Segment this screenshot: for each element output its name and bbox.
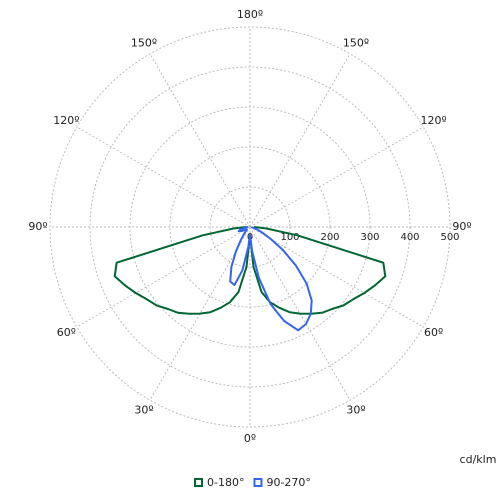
- angle-tick-label: 120º: [421, 114, 447, 127]
- angle-tick-label: 30º: [134, 404, 153, 417]
- angle-tick-label: 60º: [57, 326, 76, 339]
- legend-swatch: [253, 478, 263, 487]
- r-tick-label: 500: [440, 232, 459, 243]
- r-tick-label: 300: [360, 232, 379, 243]
- series-line: [229, 226, 313, 332]
- angle-tick-label: 150º: [131, 36, 157, 49]
- angle-tick-label: 180º: [237, 8, 263, 21]
- legend-swatch: [194, 478, 203, 487]
- grid-spoke: [249, 226, 424, 328]
- legend-label: 90-270°: [266, 476, 310, 489]
- r-tick-label: 400: [400, 232, 419, 243]
- grid-spoke: [249, 126, 424, 228]
- grid-spoke: [76, 226, 251, 328]
- angle-tick-label: 30º: [346, 404, 365, 417]
- angle-tick-label: 0º: [244, 432, 256, 445]
- angle-tick-label: 90º: [452, 220, 471, 233]
- grid-ring: [49, 26, 451, 428]
- angle-tick-label: 150º: [343, 36, 369, 49]
- grid-spoke: [76, 126, 251, 228]
- angle-tick-label: 60º: [424, 326, 443, 339]
- r-tick-label: 200: [320, 232, 339, 243]
- angle-tick-label: 90º: [28, 220, 47, 233]
- legend-label: 0-180°: [207, 476, 244, 489]
- r-axis-label: cd/klm: [460, 453, 497, 466]
- angle-tick-label: 120º: [53, 114, 79, 127]
- grid-spoke: [249, 53, 351, 228]
- grid-spoke: [149, 53, 251, 228]
- r-tick-label: 100: [280, 232, 299, 243]
